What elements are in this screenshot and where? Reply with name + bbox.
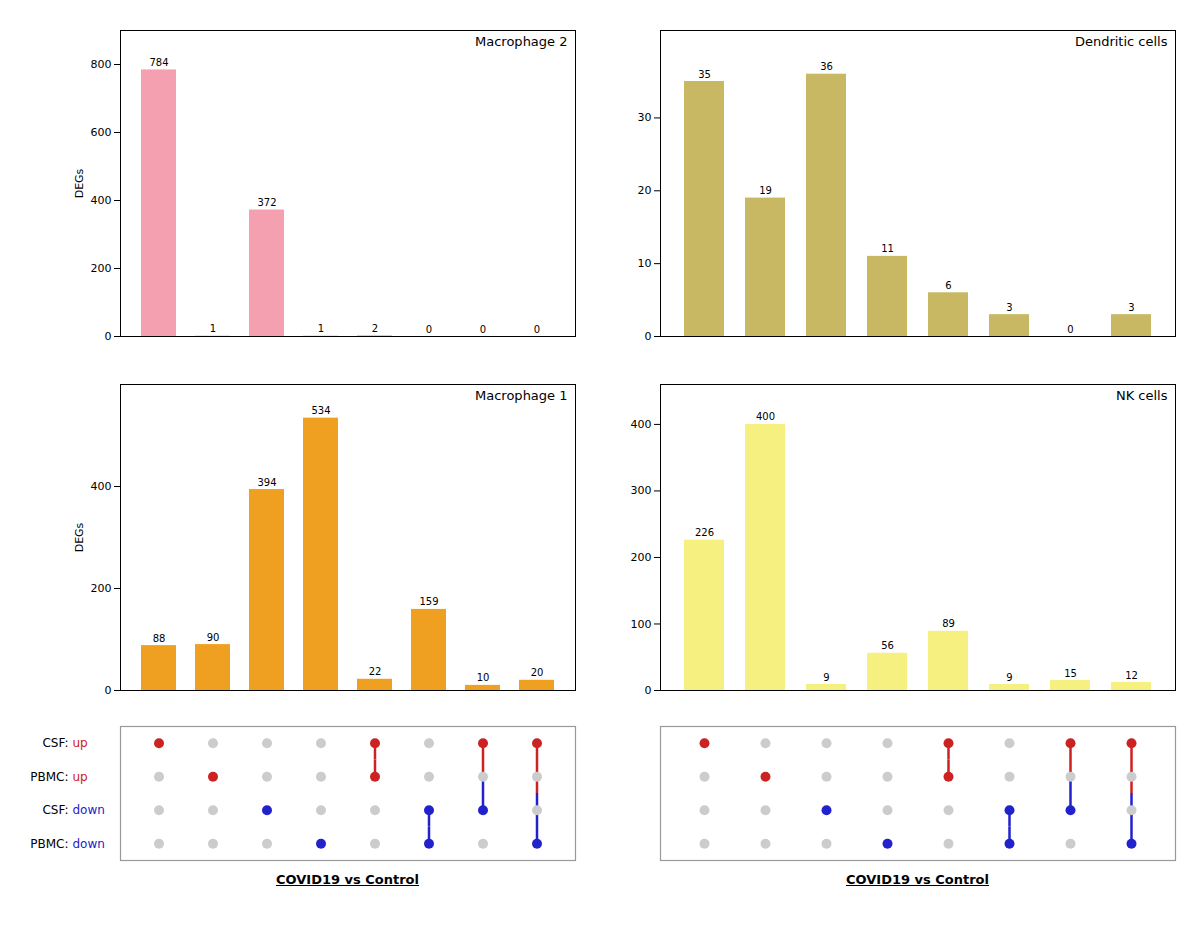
svg-text:30: 30 xyxy=(638,111,652,124)
svg-text:0: 0 xyxy=(105,684,112,697)
svg-text:36: 36 xyxy=(820,61,833,72)
svg-text:10: 10 xyxy=(477,672,490,683)
svg-text:2: 2 xyxy=(372,323,378,334)
svg-text:15: 15 xyxy=(1064,668,1077,679)
svg-text:600: 600 xyxy=(91,126,112,139)
svg-text:372: 372 xyxy=(257,197,276,208)
svg-text:6: 6 xyxy=(945,280,951,291)
svg-text:0: 0 xyxy=(105,330,112,343)
svg-text:down: down xyxy=(73,837,105,851)
svg-text:up: up xyxy=(73,770,88,784)
svg-text:11: 11 xyxy=(881,243,894,254)
svg-text:784: 784 xyxy=(149,57,168,68)
html-text:COVID19 vs Control: COVID19 vs Control xyxy=(846,872,989,887)
svg-text:Macrophage 1: Macrophage 1 xyxy=(475,388,567,403)
svg-text:1: 1 xyxy=(318,323,324,334)
svg-text:19: 19 xyxy=(759,185,772,196)
svg-text:394: 394 xyxy=(257,477,276,488)
svg-text:9: 9 xyxy=(1006,672,1012,683)
svg-text:PBMC:: PBMC: xyxy=(30,837,68,851)
svg-text:Macrophage 2: Macrophage 2 xyxy=(475,34,567,49)
svg-text:56: 56 xyxy=(881,640,894,651)
svg-text:up: up xyxy=(73,736,88,750)
svg-text:300: 300 xyxy=(631,484,652,497)
svg-text:PBMC:: PBMC: xyxy=(30,770,68,784)
svg-text:CSF:: CSF: xyxy=(42,736,68,750)
svg-text:400: 400 xyxy=(756,411,775,422)
svg-text:200: 200 xyxy=(91,582,112,595)
svg-text:159: 159 xyxy=(419,596,438,607)
html-text:COVID19 vs Control: COVID19 vs Control xyxy=(276,872,419,887)
svg-text:0: 0 xyxy=(426,324,432,335)
svg-text:DEGs: DEGs xyxy=(73,168,86,198)
svg-text:200: 200 xyxy=(91,262,112,275)
svg-text:CSF:: CSF: xyxy=(42,803,68,817)
svg-text:1: 1 xyxy=(210,323,216,334)
svg-text:0: 0 xyxy=(645,684,652,697)
svg-text:3: 3 xyxy=(1006,302,1012,313)
svg-text:0: 0 xyxy=(1067,324,1073,335)
svg-text:226: 226 xyxy=(695,527,714,538)
svg-text:400: 400 xyxy=(91,194,112,207)
svg-text:20: 20 xyxy=(531,667,544,678)
svg-text:0: 0 xyxy=(534,324,540,335)
svg-text:10: 10 xyxy=(638,257,652,270)
svg-text:400: 400 xyxy=(631,418,652,431)
svg-text:0: 0 xyxy=(645,330,652,343)
svg-text:Dendritic cells: Dendritic cells xyxy=(1075,34,1168,49)
svg-text:12: 12 xyxy=(1125,670,1138,681)
svg-text:89: 89 xyxy=(942,618,955,629)
svg-text:100: 100 xyxy=(631,617,652,630)
svg-text:22: 22 xyxy=(369,666,382,677)
svg-text:90: 90 xyxy=(207,632,220,643)
svg-text:3: 3 xyxy=(1128,302,1134,313)
svg-text:800: 800 xyxy=(91,58,112,71)
svg-text:0: 0 xyxy=(480,324,486,335)
svg-text:20: 20 xyxy=(638,184,652,197)
svg-text:9: 9 xyxy=(823,672,829,683)
svg-text:88: 88 xyxy=(153,633,166,644)
svg-text:DEGs: DEGs xyxy=(73,522,86,552)
svg-text:NK cells: NK cells xyxy=(1116,388,1168,403)
svg-text:534: 534 xyxy=(311,405,330,416)
svg-text:400: 400 xyxy=(91,480,112,493)
svg-text:200: 200 xyxy=(631,551,652,564)
svg-text:35: 35 xyxy=(698,69,711,80)
svg-text:down: down xyxy=(73,803,105,817)
